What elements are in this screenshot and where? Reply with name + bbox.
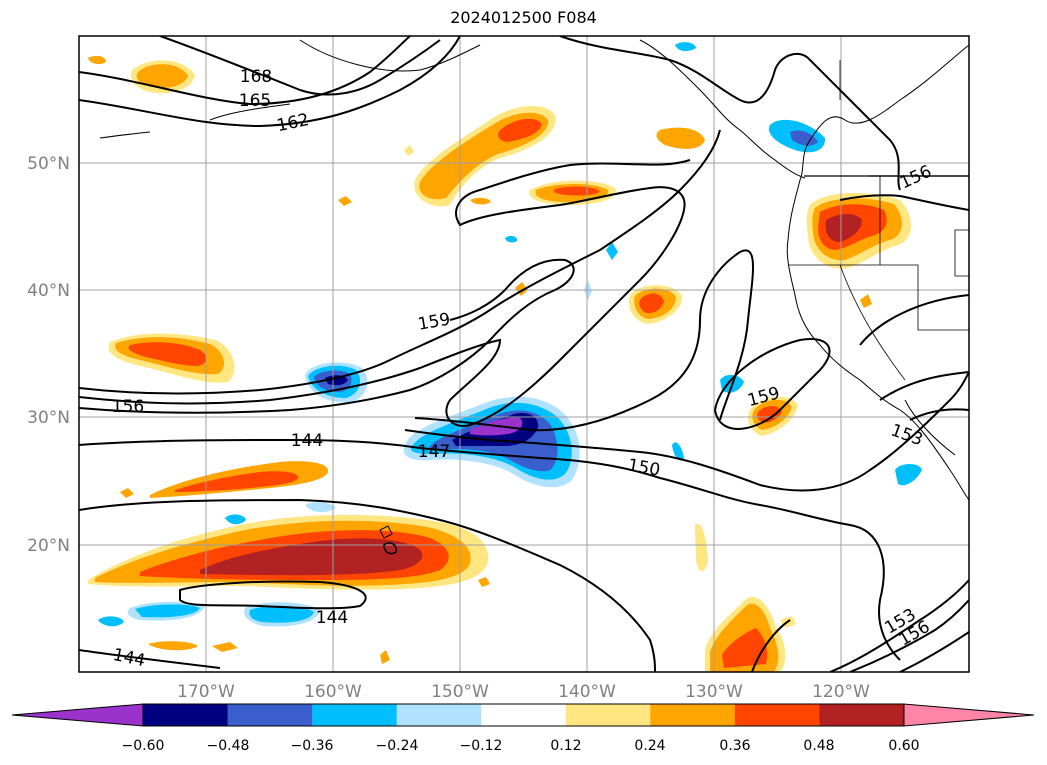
lat-label: 20°N (27, 536, 70, 556)
colorbar-tick-label: 0.60 (888, 738, 919, 754)
colorbar-tick-label: −0.48 (207, 738, 250, 754)
contour-label: 147 (418, 442, 450, 462)
colorbar-segment (396, 704, 482, 726)
lon-labels: 170°W 160°W 150°W 140°W 130°W 120°W (177, 682, 870, 702)
lon-label: 150°W (431, 682, 489, 702)
colorbar-tick-label: 0.12 (550, 738, 581, 754)
map-frame (78, 35, 970, 673)
lon-label: 130°W (685, 682, 743, 702)
colorbar-tick-label: −0.24 (376, 738, 419, 754)
colorbar-segment (819, 704, 905, 726)
lat-label: 30°N (27, 408, 70, 428)
colorbar: −0.60 −0.48 −0.36 −0.24 −0.12 0.12 0.24 … (11, 703, 1035, 754)
lon-label: 160°W (304, 682, 362, 702)
lon-label: 170°W (177, 682, 235, 702)
lat-label: 40°N (27, 281, 70, 301)
lat-label: 50°N (27, 154, 70, 174)
lon-label: 120°W (812, 682, 870, 702)
warm-band-core (200, 538, 423, 576)
colorbar-tick-label: 0.36 (719, 738, 750, 754)
colorbar-segment (734, 704, 820, 726)
colorbar-segment (565, 704, 651, 726)
contour-label: 156 (112, 397, 144, 417)
colorbar-segment (650, 704, 736, 726)
colorbar-tick-label: 0.24 (634, 738, 665, 754)
contour-label: 165 (239, 91, 271, 111)
lon-label: 140°W (558, 682, 616, 702)
colorbar-segment (312, 704, 398, 726)
contour-label: 144 (316, 608, 348, 628)
lat-labels: 50°N 40°N 30°N 20°N (27, 154, 70, 556)
colorbar-tick-label: 0.48 (803, 738, 834, 754)
colorbar-tick-label: −0.36 (291, 738, 334, 754)
contour-label: 144 (291, 431, 323, 451)
colorbar-tick-label: −0.12 (460, 738, 503, 754)
height-contours (79, 36, 969, 672)
contour-label: 168 (240, 67, 272, 87)
map-title: 2024012500 F084 (450, 8, 597, 27)
colorbar-tick-label: −0.60 (122, 738, 165, 754)
colorbar-segment (227, 704, 313, 726)
shaded-fields (88, 42, 922, 672)
colorbar-extend-high (904, 704, 1034, 726)
colorbar-segment (481, 704, 567, 726)
colorbar-segment (143, 704, 229, 726)
colorbar-extend-low (12, 704, 143, 726)
